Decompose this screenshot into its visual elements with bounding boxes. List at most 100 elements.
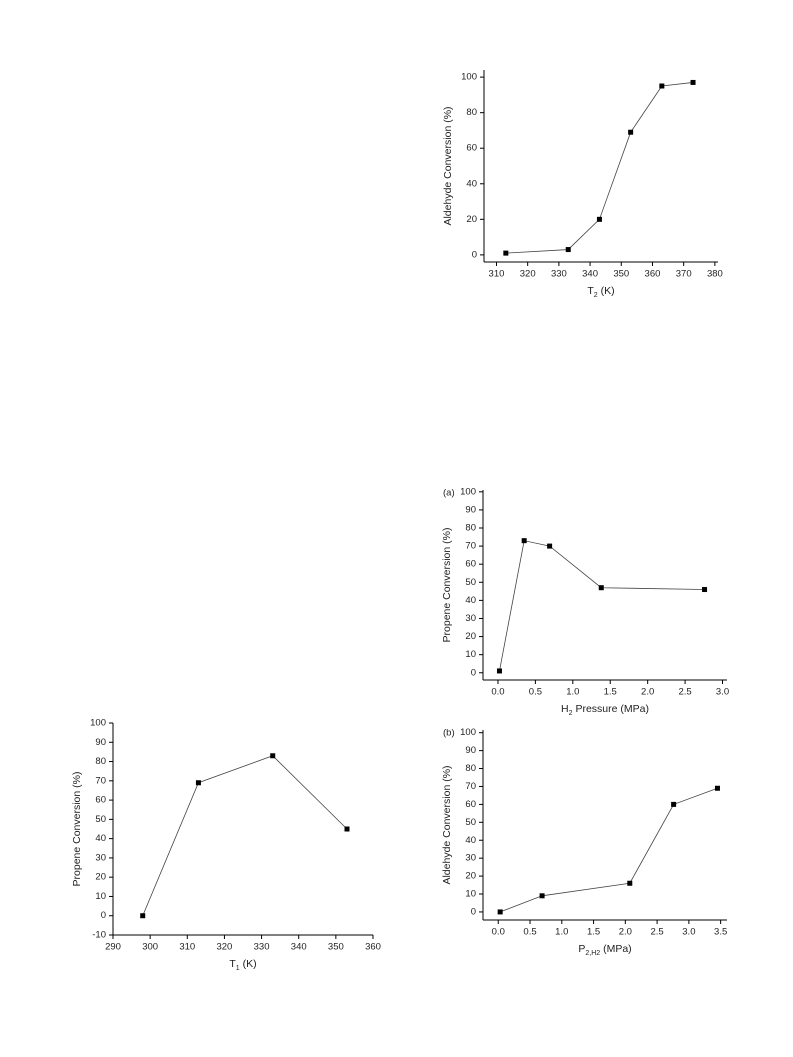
y-tick-label: 0	[471, 667, 476, 678]
x-tick-label: 2.5	[678, 687, 691, 698]
x-axis-label: H2 Pressure (MPa)	[561, 703, 649, 717]
marker	[521, 538, 527, 544]
y-tick-label: 50	[465, 577, 476, 588]
marker	[702, 587, 708, 593]
y-tick-label: 10	[465, 889, 476, 900]
x-tick-label: 330	[551, 269, 567, 280]
x-tick-label: 310	[179, 942, 195, 953]
x-tick-label: 320	[216, 942, 232, 953]
y-tick-label: 30	[95, 852, 106, 863]
marker	[344, 826, 350, 832]
y-tick-label: 60	[465, 799, 476, 810]
x-axis-label-part: P	[578, 943, 585, 955]
marker	[270, 753, 276, 759]
y-tick-label: 20	[465, 871, 476, 882]
x-axis-label-part: 2,H2	[585, 950, 600, 957]
y-tick-label: 0	[472, 249, 477, 260]
y-tick-label: 60	[465, 559, 476, 570]
x-tick-label: 380	[707, 269, 723, 280]
x-axis-label-part: T	[587, 285, 594, 297]
y-tick-label: 60	[466, 143, 477, 154]
x-axis-label-part: T	[229, 958, 236, 970]
y-tick-label: 0	[101, 910, 106, 921]
y-axis-label: Aldehyde Conversion (%)	[441, 765, 453, 884]
line	[142, 755, 348, 916]
y-tick-label: 60	[95, 795, 106, 806]
x-tick-label: 0.5	[523, 927, 536, 938]
y-axis-label: Aldehyde Conversion (%)	[442, 106, 454, 225]
x-tick-label: 1.5	[604, 687, 617, 698]
marker	[503, 250, 509, 256]
y-tick-label: 10	[95, 891, 106, 902]
x-axis-label: T2 (K)	[587, 285, 614, 299]
x-tick-label: 300	[142, 942, 158, 953]
y-tick-label: 80	[466, 107, 477, 118]
y-tick-label: 0	[471, 906, 476, 917]
marker	[497, 909, 503, 915]
y-tick-label: 100	[461, 72, 477, 83]
x-tick-label: 350	[328, 942, 344, 953]
y-tick-label: 90	[465, 504, 476, 515]
x-axis-label-part: (K)	[240, 958, 257, 970]
marker	[547, 543, 553, 549]
x-tick-label: 2.0	[619, 927, 632, 938]
marker	[714, 785, 720, 791]
marker	[598, 585, 604, 591]
y-tick-label: 40	[465, 835, 476, 846]
marker	[596, 216, 602, 222]
y-tick-label: 20	[95, 872, 106, 883]
marker	[195, 780, 201, 786]
y-tick-label: 100	[90, 718, 106, 729]
y-tick-label: 90	[465, 745, 476, 756]
marker	[565, 247, 571, 253]
y-axis-label: Propene Conversion (%)	[441, 528, 453, 643]
y-axis-label: Propene Conversion (%)	[71, 772, 83, 887]
x-axis-label-part: 1	[236, 965, 240, 972]
y-tick-label: 80	[95, 756, 106, 767]
y-tick-label: 40	[95, 833, 106, 844]
x-tick-label: 1.0	[555, 927, 568, 938]
panel-label: (b)	[443, 728, 455, 739]
marker	[659, 83, 665, 89]
x-tick-label: 1.5	[587, 927, 600, 938]
x-tick-label: 370	[676, 269, 692, 280]
x-axis-label-part: 2	[569, 710, 573, 717]
y-tick-label: 70	[465, 541, 476, 552]
y-tick-label: 30	[465, 853, 476, 864]
x-axis-label-part: (MPa)	[600, 943, 632, 955]
line	[499, 540, 705, 672]
line	[500, 787, 718, 913]
x-tick-label: 3.0	[716, 687, 729, 698]
marker	[690, 79, 696, 85]
x-tick-label: 1.0	[566, 687, 579, 698]
x-axis-label-part: Pressure (MPa)	[573, 703, 649, 715]
y-tick-label: 20	[465, 631, 476, 642]
x-tick-label: 310	[489, 269, 505, 280]
x-axis-label-part: 2	[594, 292, 598, 299]
marker	[496, 668, 502, 674]
x-axis-label-part: (K)	[598, 285, 615, 297]
x-axis-label: T1 (K)	[229, 958, 256, 972]
marker	[628, 129, 634, 135]
y-tick-label: 100	[460, 727, 476, 738]
x-tick-label: 0.0	[491, 687, 504, 698]
y-tick-label: 80	[465, 763, 476, 774]
x-tick-label: 340	[291, 942, 307, 953]
panel-label: (a)	[443, 488, 455, 499]
x-tick-label: 3.5	[714, 927, 727, 938]
y-tick-label: 40	[465, 595, 476, 606]
x-tick-label: 0.0	[492, 927, 505, 938]
y-tick-label: 70	[95, 775, 106, 786]
x-tick-label: 3.0	[682, 927, 695, 938]
marker	[671, 801, 677, 807]
x-tick-label: 360	[365, 942, 381, 953]
y-tick-label: 100	[460, 486, 476, 497]
marker	[140, 913, 146, 919]
x-tick-label: 330	[254, 942, 270, 953]
x-tick-label: 340	[582, 269, 598, 280]
x-tick-label: 320	[520, 269, 536, 280]
x-tick-label: 2.0	[641, 687, 654, 698]
line	[505, 82, 694, 254]
y-tick-label: 50	[465, 817, 476, 828]
